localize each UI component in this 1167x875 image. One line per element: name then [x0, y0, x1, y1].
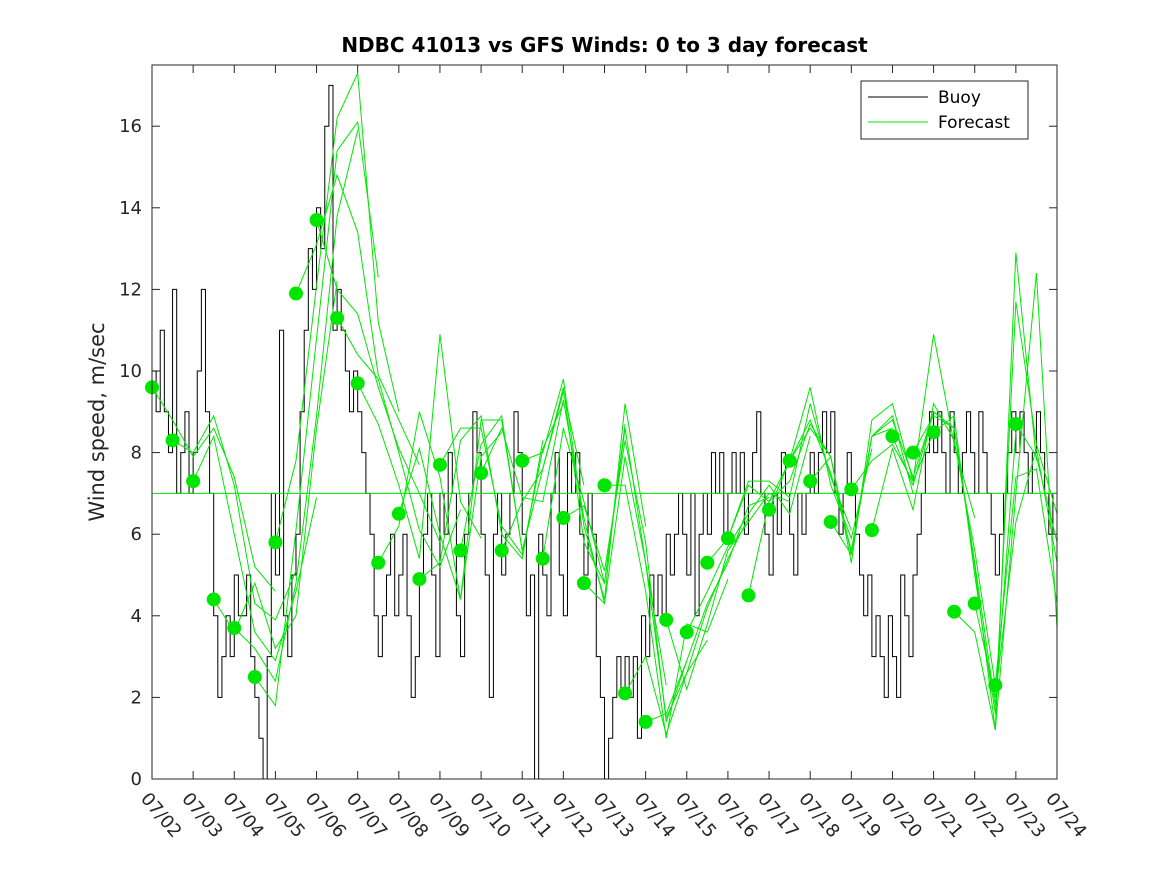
forecast-start-point — [330, 310, 345, 325]
forecast-start-point — [186, 474, 201, 489]
chart-title: NDBC 41013 vs GFS Winds: 0 to 3 day fore… — [341, 33, 868, 57]
forecast-run-line — [850, 334, 976, 519]
forecast-start-point — [988, 678, 1003, 693]
forecast-run-line — [563, 440, 688, 723]
forecast-run-line — [871, 402, 996, 686]
forecast-start-point — [762, 502, 777, 517]
forecast-start-point — [494, 543, 509, 558]
forecast-run-line — [727, 403, 852, 539]
plot-area — [152, 65, 1057, 779]
forecast-start-point — [864, 523, 879, 538]
y-tick-label: 4 — [131, 606, 142, 627]
forecast-start-point — [659, 612, 674, 627]
forecast-start-point — [309, 213, 324, 228]
forecast-start-point — [556, 510, 571, 525]
forecast-run-line — [295, 173, 420, 466]
forecast-run-line — [233, 130, 359, 683]
forecast-run-line — [747, 387, 873, 596]
forecast-start-point — [165, 433, 180, 448]
forecast-start-point — [618, 686, 633, 701]
forecast-start-point — [947, 604, 962, 619]
forecast-start-point — [247, 670, 262, 684]
forecast-run-line — [686, 436, 811, 633]
legend-label-forecast: Forecast — [938, 113, 1010, 133]
legend-box — [860, 80, 1029, 140]
forecast-start-point — [638, 714, 653, 729]
forecast-start-point — [391, 506, 406, 521]
forecast-run-line — [336, 317, 461, 569]
y-tick-label: 8 — [131, 443, 142, 464]
forecast-start-point — [535, 551, 550, 566]
forecast-run-line — [419, 414, 544, 580]
forecast-start-point — [720, 531, 735, 546]
y-tick-label: 16 — [119, 116, 142, 137]
forecast-run-line — [398, 419, 523, 600]
forecast-start-point — [597, 478, 612, 493]
forecast-start-point — [432, 457, 447, 472]
y-tick-labels: 0 2 4 6 8 10 12 14 16 — [119, 116, 142, 790]
forecast-start-point — [453, 543, 468, 558]
forecast-start-point — [412, 572, 427, 587]
forecast-start-point — [515, 453, 530, 468]
legend: Buoy Forecast — [860, 80, 1029, 140]
forecast-start-point — [782, 453, 797, 468]
forecast-run-line — [480, 399, 605, 604]
forecast-run-line — [151, 387, 276, 592]
forecast-run-line — [254, 120, 379, 707]
forecast-start-point — [206, 592, 221, 607]
y-tick-label: 6 — [131, 524, 142, 545]
forecast-start-point — [823, 514, 838, 529]
forecast-run-line — [522, 379, 647, 600]
y-tick-label: 0 — [131, 769, 142, 790]
forecast-start-point — [906, 445, 921, 460]
forecast-start-point — [227, 621, 242, 636]
forecast-start-point — [288, 286, 303, 301]
forecast-start-point — [1008, 417, 1023, 432]
forecast-run-line — [172, 414, 297, 621]
forecast-run-line — [460, 391, 585, 551]
forecast-run-line — [274, 71, 400, 543]
forecast-start-point — [371, 555, 386, 570]
forecast-start-point — [926, 425, 941, 440]
y-axis-label: Wind speed, m/sec — [85, 322, 109, 521]
forecast-run-line — [1015, 423, 1058, 543]
forecast-run-line — [357, 334, 482, 559]
forecast-run-line — [645, 497, 770, 723]
forecast-start-point — [268, 535, 283, 550]
y-tick-label: 14 — [119, 198, 142, 219]
forecast-start-point — [803, 474, 818, 489]
forecast-run-line — [912, 252, 1037, 731]
forecast-start-point — [885, 429, 900, 444]
y-tick-label: 10 — [119, 361, 142, 382]
forecast-start-point — [844, 482, 859, 497]
y-tick-label: 2 — [131, 687, 142, 708]
legend-label-buoy: Buoy — [938, 88, 981, 108]
forecast-run-line — [604, 484, 729, 739]
forecast-start-points — [145, 213, 1023, 729]
forecast-start-point — [350, 376, 365, 391]
forecast-start-point — [576, 576, 591, 591]
forecast-start-point — [741, 588, 756, 603]
forecast-start-point — [967, 596, 982, 611]
forecast-run-line — [192, 434, 318, 662]
forecast-run-line — [624, 517, 749, 736]
forecast-start-point — [700, 555, 715, 570]
y-tick-label: 12 — [119, 279, 142, 300]
forecast-run-line — [439, 403, 564, 556]
forecast-run-line — [377, 411, 503, 600]
forecast-run-line — [994, 468, 1058, 686]
forecast-start-point — [474, 466, 489, 480]
forecast-start-point — [679, 625, 694, 640]
forecast-run-line — [933, 301, 1058, 714]
forecast-series — [151, 71, 1058, 739]
plot-frame — [151, 64, 1058, 780]
